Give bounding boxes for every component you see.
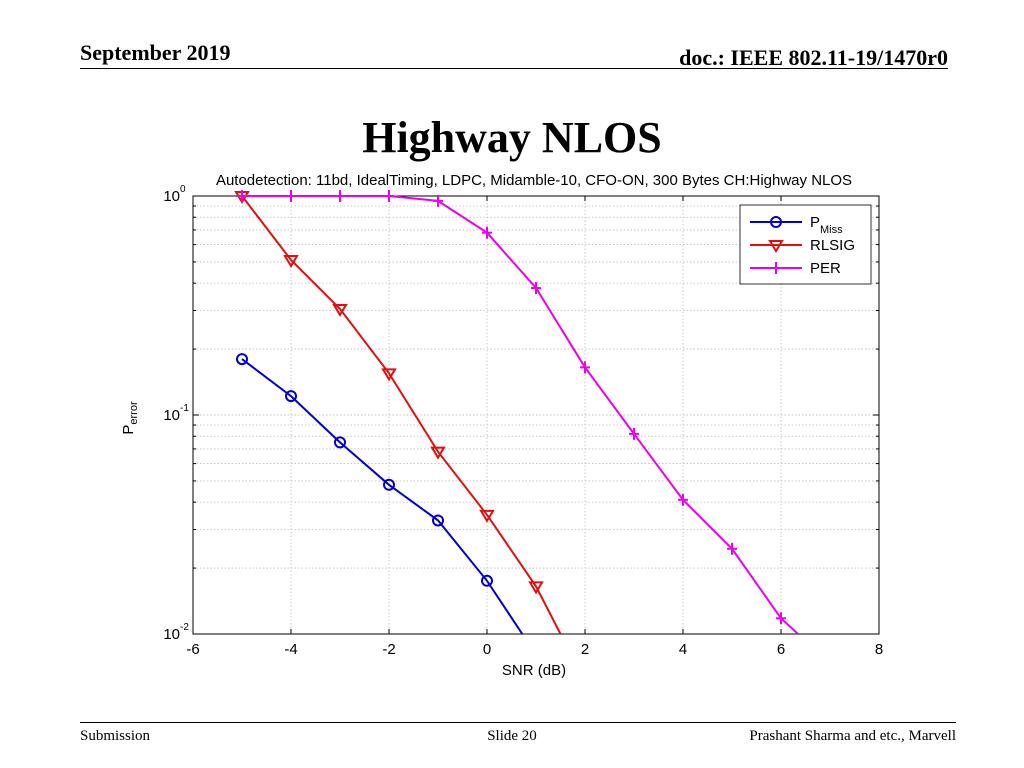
legend-label-main: RLSIG xyxy=(810,237,855,254)
y-axis-label-main: P xyxy=(120,425,137,435)
footer-submission: Submission xyxy=(80,728,151,744)
data-point-plus xyxy=(580,361,590,374)
chart-title: Autodetection: 11bd, IdealTiming, LDPC, … xyxy=(216,172,852,189)
x-tick-label: -6 xyxy=(186,641,199,658)
data-point-circle xyxy=(432,514,444,527)
data-point-triangle xyxy=(381,368,397,382)
y-axis-label-sub: error xyxy=(128,401,140,425)
x-tick-label: 0 xyxy=(483,641,491,658)
data-point-triangle xyxy=(332,303,348,317)
data-point-plus xyxy=(237,190,247,202)
data-point-circle xyxy=(383,478,395,491)
footer-slide-number: Slide 20 xyxy=(487,728,537,744)
x-tick-label: 2 xyxy=(581,641,589,658)
x-tick-label: 6 xyxy=(777,641,785,658)
y-tick-base: 10 xyxy=(163,188,180,205)
series-line xyxy=(241,358,524,634)
header-date: September 2019 xyxy=(80,40,231,65)
data-point-circle xyxy=(334,436,346,449)
header-doc-id: doc.: IEEE 802.11-19/1470r0 xyxy=(679,45,948,70)
y-tick-label: 10 -2 xyxy=(163,622,189,643)
data-point-plus xyxy=(776,612,786,625)
legend-label: RLSIG xyxy=(810,237,855,254)
legend-label-sub: Miss xyxy=(820,224,843,236)
data-point-circle xyxy=(770,216,782,228)
data-point-circle xyxy=(236,353,248,366)
data-point-plus xyxy=(531,282,541,295)
x-tick-label: 8 xyxy=(875,641,883,658)
x-tick-label: -2 xyxy=(382,641,395,658)
data-point-plus xyxy=(433,194,443,207)
series-line xyxy=(241,195,562,634)
footer-author: Prashant Sharma and etc., Marvell xyxy=(749,728,956,744)
y-tick-exponent: 0 xyxy=(180,184,186,195)
data-point-triangle xyxy=(479,509,495,523)
data-point-plus xyxy=(771,262,781,274)
legend-label: PER xyxy=(810,260,841,277)
series-pmiss xyxy=(236,353,524,634)
header-divider xyxy=(80,68,948,69)
y-tick-exponent: -2 xyxy=(180,622,189,633)
y-tick-label: 10 -1 xyxy=(163,403,189,424)
y-tick-label: 10 0 xyxy=(163,184,186,205)
data-point-plus xyxy=(335,190,345,202)
data-point-plus xyxy=(384,190,394,202)
data-point-circle xyxy=(285,390,297,403)
legend-item: PER xyxy=(750,260,841,277)
x-tick-label: -4 xyxy=(284,641,297,658)
x-axis-label: SNR (dB) xyxy=(502,662,566,679)
legend-label: PMiss xyxy=(810,214,843,236)
x-tick-label: 4 xyxy=(679,641,687,658)
y-tick-base: 10 xyxy=(163,626,180,643)
y-axis-label: Perror xyxy=(120,401,140,435)
data-point-triangle xyxy=(768,240,784,253)
data-point-triangle xyxy=(430,446,446,460)
legend-label-main: PER xyxy=(810,260,841,277)
data-point-plus xyxy=(727,542,737,555)
footer-divider xyxy=(80,722,956,723)
legend-item: PMiss xyxy=(750,214,843,236)
data-point-plus xyxy=(678,493,688,506)
legend-label-main: P xyxy=(810,214,820,231)
data-point-triangle xyxy=(283,255,299,268)
data-point-triangle xyxy=(528,581,544,595)
data-point-plus xyxy=(629,427,639,440)
legend-item: RLSIG xyxy=(750,237,855,254)
data-point-plus xyxy=(286,190,296,202)
slide-title: Highway NLOS xyxy=(362,113,662,162)
data-point-circle xyxy=(481,574,493,587)
data-point-plus xyxy=(482,226,492,239)
y-tick-base: 10 xyxy=(163,407,180,424)
series-per xyxy=(237,190,799,634)
y-tick-exponent: -1 xyxy=(180,403,189,414)
